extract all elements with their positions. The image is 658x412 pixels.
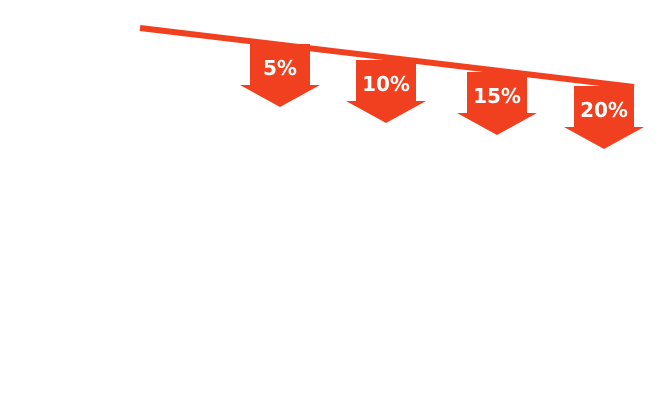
arrow-group: 5% 10% 15% 20% bbox=[240, 44, 644, 149]
arrow-step-4: 20% bbox=[564, 86, 644, 149]
arrow-label: 10% bbox=[362, 72, 410, 96]
arrow-step-1: 5% bbox=[240, 44, 320, 107]
trend-line bbox=[139, 25, 635, 90]
arrow-down-icon bbox=[457, 72, 537, 135]
arrow-down-icon bbox=[346, 60, 426, 123]
arrow-down-icon bbox=[240, 44, 320, 107]
arrow-label: 5% bbox=[263, 56, 297, 80]
arrow-down-icon bbox=[564, 86, 644, 149]
arrow-step-2: 10% bbox=[346, 60, 426, 123]
arrow-label: 15% bbox=[473, 84, 521, 108]
arrow-label: 20% bbox=[580, 98, 628, 122]
arrow-step-3: 15% bbox=[457, 72, 537, 135]
